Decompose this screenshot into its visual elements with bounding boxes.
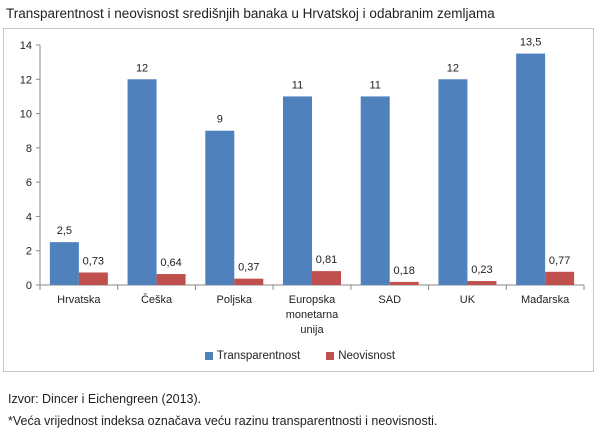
y-tick-label: 4	[26, 211, 32, 223]
legend: Transparentnost Neovisnost	[0, 350, 600, 362]
chart-title: Transparentnost i neovisnost središnjih …	[6, 6, 495, 21]
y-tick-label: 8	[26, 143, 32, 155]
x-tick-label: SAD	[378, 294, 401, 306]
data-label-transparentnost: 13,5	[520, 37, 541, 49]
data-label-neovisnost: 0,73	[83, 255, 104, 267]
data-label-neovisnost: 0,18	[394, 265, 415, 277]
chart-frame	[3, 28, 594, 372]
bar-transparentnost	[49, 242, 79, 285]
legend-label-transparentnost: Transparentnost	[216, 350, 301, 362]
x-tick-label: unija	[300, 324, 324, 336]
bar-neovisnost	[234, 278, 264, 285]
bar-transparentnost	[516, 53, 546, 286]
source-note: Izvor: Dincer i Eichengreen (2013).	[8, 392, 202, 406]
data-label-neovisnost: 0,64	[160, 257, 181, 269]
legend-label-neovisnost: Neovisnost	[338, 350, 396, 362]
bar-neovisnost	[545, 271, 575, 285]
bar-neovisnost	[78, 272, 108, 285]
x-tick-label: Hrvatska	[57, 294, 101, 306]
data-label-transparentnost: 9	[217, 114, 223, 126]
bar-transparentnost	[283, 96, 312, 285]
footnote: *Veća vrijednost indeksa označava veću r…	[8, 414, 438, 428]
bar-neovisnost	[389, 281, 419, 285]
data-label-transparentnost: 12	[447, 62, 459, 74]
data-label-transparentnost: 12	[136, 62, 148, 74]
bar-transparentnost	[205, 130, 235, 285]
x-tick-label: UK	[460, 294, 476, 306]
x-tick-label: Poljska	[217, 294, 253, 306]
data-label-neovisnost: 0,81	[316, 254, 337, 266]
bar-transparentnost	[127, 79, 157, 286]
data-label-neovisnost: 0,77	[549, 255, 570, 267]
y-tick-label: 6	[26, 177, 32, 189]
y-tick-label: 2	[26, 246, 32, 258]
legend-swatch-transparentnost	[204, 352, 213, 360]
y-tick-label: 0	[26, 280, 32, 292]
bar-transparentnost	[360, 96, 390, 285]
x-tick-label: Češka	[141, 293, 173, 306]
bar-transparentnost	[438, 79, 468, 286]
y-tick-label: 12	[20, 74, 32, 86]
x-tick-label: Europska	[289, 294, 336, 306]
data-label-transparentnost: 11	[292, 79, 303, 91]
bar-neovisnost	[312, 271, 341, 285]
data-label-neovisnost: 0,37	[238, 262, 259, 274]
data-label-transparentnost: 2,5	[57, 225, 72, 237]
x-tick-label: monetarna	[286, 309, 339, 321]
legend-item-neovisnost: Neovisnost	[326, 350, 395, 362]
bar-neovisnost	[156, 274, 186, 285]
y-tick-label: 14	[20, 40, 32, 52]
bar-chart: 0 2 4 6 8 10 12 14 2,5 0,73 Hrvatska 12 0,64 Češka 9 0,…	[20, 37, 585, 336]
legend-item-transparentnost: Transparentnost	[204, 350, 301, 362]
legend-swatch-neovisnost	[326, 352, 335, 360]
data-label-transparentnost: 11	[370, 79, 381, 91]
data-label-neovisnost: 0,23	[471, 264, 492, 276]
y-tick-label: 10	[20, 109, 32, 121]
x-tick-label: Mađarska	[521, 294, 570, 306]
bar-neovisnost	[467, 281, 497, 285]
